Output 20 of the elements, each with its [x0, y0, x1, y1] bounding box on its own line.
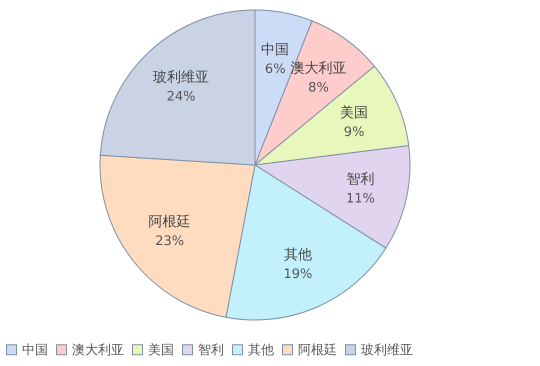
- legend-label: 智利: [198, 342, 224, 358]
- data-label: 11%: [346, 192, 375, 207]
- legend-label: 阿根廷: [298, 342, 337, 358]
- legend-label: 美国: [148, 342, 174, 358]
- slice-label: 其他: [284, 247, 312, 264]
- legend-label: 澳大利亚: [72, 342, 124, 358]
- legend-label: 玻利维亚: [361, 342, 413, 358]
- slice-label: 阿根廷: [148, 214, 191, 230]
- legend-label: 中国: [22, 342, 48, 358]
- slice-label: 智利: [346, 172, 374, 188]
- data-label: 8%: [308, 80, 329, 96]
- legend-label: 其他: [248, 342, 274, 358]
- data-label: 23%: [155, 234, 184, 250]
- data-label: 19%: [283, 267, 312, 282]
- data-label: 6%: [264, 62, 286, 77]
- data-label: 24%: [166, 89, 196, 104]
- slice-label: 美国: [340, 105, 368, 122]
- slice-label: 中国: [261, 42, 290, 58]
- slice-label: 玻利维亚: [153, 69, 210, 86]
- data-label: 9%: [344, 125, 364, 140]
